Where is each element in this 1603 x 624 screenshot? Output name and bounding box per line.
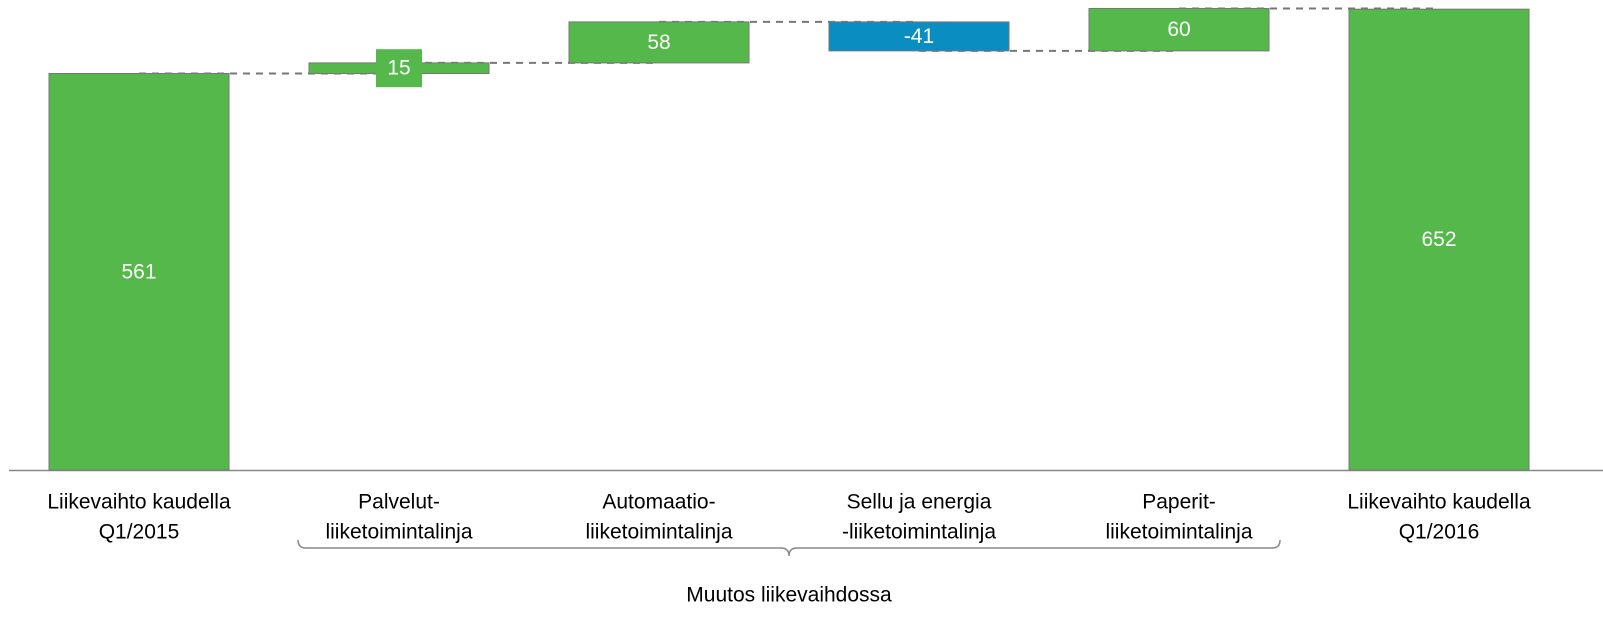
- value-label: 15: [387, 57, 410, 80]
- x-tick-label: liiketoimintalinja: [585, 521, 732, 544]
- label-box: [376, 49, 422, 88]
- x-tick-label: Paperit-: [1142, 491, 1216, 514]
- x-tick-label: -liiketoimintalinja: [842, 521, 996, 544]
- bar: [1348, 8, 1530, 471]
- value-label: 60: [1167, 18, 1190, 41]
- x-tick-label: Q1/2016: [1399, 521, 1480, 544]
- value-label: 58: [647, 31, 670, 54]
- bar: [828, 21, 1010, 52]
- annotation: Muutos liikevaihdossa: [686, 584, 892, 607]
- bar: [1088, 7, 1270, 52]
- bar: [568, 21, 750, 64]
- value-label: -41: [904, 25, 934, 48]
- x-tick-label: Liikevaihto kaudella: [1347, 491, 1531, 514]
- x-tick-label: liiketoimintalinja: [325, 521, 472, 544]
- x-tick-label: Q1/2015: [99, 521, 180, 544]
- brace: [297, 539, 1281, 557]
- x-tick-label: liiketoimintalinja: [1105, 521, 1252, 544]
- x-tick-label: Palvelut-: [358, 491, 440, 514]
- value-label: 652: [1421, 228, 1456, 251]
- x-tick-label: Automaatio-: [602, 491, 715, 514]
- x-tick-label: Sellu ja energia: [847, 491, 992, 514]
- x-tick-label: Liikevaihto kaudella: [47, 491, 231, 514]
- value-label: 561: [121, 260, 156, 283]
- bar: [48, 73, 230, 471]
